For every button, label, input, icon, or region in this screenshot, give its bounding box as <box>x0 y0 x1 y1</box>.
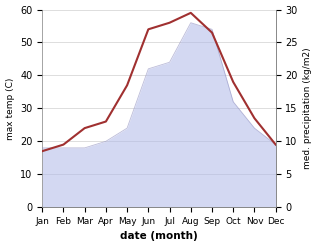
Y-axis label: max temp (C): max temp (C) <box>5 77 15 140</box>
X-axis label: date (month): date (month) <box>120 231 198 242</box>
Y-axis label: med. precipitation (kg/m2): med. precipitation (kg/m2) <box>303 48 313 169</box>
